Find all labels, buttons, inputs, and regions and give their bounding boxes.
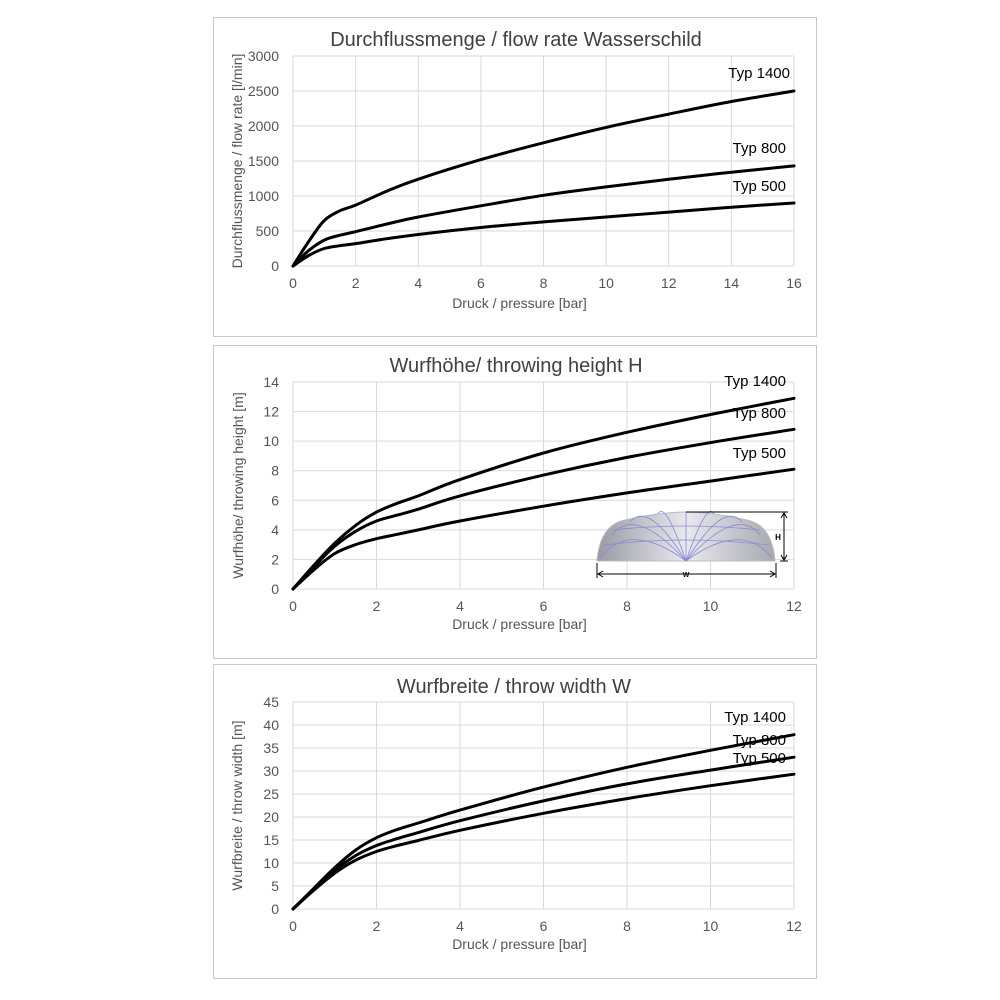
x-tick-label: 14 bbox=[724, 275, 740, 291]
x-tick-label: 2 bbox=[373, 598, 381, 614]
y-tick-label: 30 bbox=[263, 763, 279, 779]
series-label-typ-500: Typ 500 bbox=[733, 750, 786, 767]
chart-title: Wurfhöhe/ throwing height H bbox=[389, 355, 642, 377]
y-tick-label: 8 bbox=[271, 463, 279, 479]
y-tick-label: 2 bbox=[271, 551, 279, 567]
series-line-typ-800 bbox=[291, 427, 796, 591]
y-tick-label: 3000 bbox=[248, 48, 279, 64]
x-tick-label: 12 bbox=[661, 275, 677, 291]
y-axis-label: Durchflussmenge / flow rate [l/min] bbox=[229, 54, 245, 269]
flow-rate-chart: 0 2 4 6 8 10 12 14 16050010001500200025003000Dur… bbox=[229, 29, 802, 311]
x-tick-label: 6 bbox=[477, 275, 485, 291]
y-tick-label: 14 bbox=[263, 374, 279, 390]
y-tick-label: 0 bbox=[271, 258, 279, 274]
series-line-typ-500 bbox=[291, 772, 796, 911]
series-line-typ-800 bbox=[291, 164, 796, 268]
x-axis-label: Druck / pressure [bar] bbox=[452, 616, 587, 632]
width-dimension bbox=[596, 563, 777, 578]
x-tick-label: 12 bbox=[786, 918, 802, 934]
x-tick-label: 6 bbox=[540, 598, 548, 614]
x-tick-label: 12 bbox=[786, 598, 802, 614]
throwing-height-chart: 0 2 4 6 8 10 12 0 2 4 6 8 10 12 14 Wurfhöhe/ throwing h… bbox=[230, 355, 802, 632]
flow-rate-chart-panel bbox=[213, 17, 817, 337]
series-label-typ-800: Typ 800 bbox=[733, 405, 786, 422]
throw-width-chart: 0 2 4 6 8 10 12 0 5 10 15 20 25 30 35 40 45 Wurfbreite / … bbox=[229, 676, 802, 952]
x-tick-label: 6 bbox=[540, 918, 548, 934]
x-tick-label: 0 bbox=[289, 275, 297, 291]
chart-title: Durchflussmenge / flow rate Wasserschild bbox=[330, 29, 702, 51]
x-tick-label: 16 bbox=[786, 275, 802, 291]
y-tick-label: 0 bbox=[271, 581, 279, 597]
throwing-height-chart-panel bbox=[213, 345, 817, 659]
spray-rays bbox=[599, 511, 773, 562]
series-label-typ-1400: Typ 1400 bbox=[724, 373, 786, 390]
x-tick-label: 2 bbox=[352, 275, 360, 291]
x-tick-label: 8 bbox=[540, 275, 548, 291]
series-line-typ-1400 bbox=[291, 89, 796, 268]
series-line-typ-1400 bbox=[291, 733, 796, 911]
y-tick-label: 500 bbox=[256, 223, 280, 239]
x-tick-label: 4 bbox=[414, 275, 422, 291]
y-tick-label: 10 bbox=[263, 433, 279, 449]
y-tick-label: 35 bbox=[263, 740, 279, 756]
x-tick-label: 4 bbox=[456, 918, 464, 934]
chart-title: Wurfbreite / throw width W bbox=[397, 676, 631, 698]
series-line-typ-1400 bbox=[291, 396, 796, 591]
x-tick-label: 0 bbox=[289, 918, 297, 934]
y-tick-label: 0 bbox=[271, 901, 279, 917]
x-tick-label: 10 bbox=[703, 918, 719, 934]
series-line-typ-800 bbox=[291, 755, 796, 911]
series-line-typ-500 bbox=[291, 201, 796, 268]
y-tick-label: 25 bbox=[263, 786, 279, 802]
series-label-typ-1400: Typ 1400 bbox=[728, 65, 790, 82]
x-tick-label: 10 bbox=[598, 275, 614, 291]
height-dimension bbox=[686, 511, 788, 562]
y-axis-label: Wurfhöhe/ throwing height [m] bbox=[230, 392, 246, 579]
throw-width-chart-panel bbox=[213, 664, 817, 979]
series-label-typ-800: Typ 800 bbox=[733, 140, 786, 157]
inset-width-label: W bbox=[683, 572, 690, 579]
y-tick-label: 10 bbox=[263, 855, 279, 871]
x-tick-label: 8 bbox=[623, 918, 631, 934]
series-label-typ-500: Typ 500 bbox=[733, 445, 786, 462]
y-tick-label: 1000 bbox=[248, 188, 279, 204]
y-tick-label: 20 bbox=[263, 809, 279, 825]
inset-height-label: H bbox=[775, 533, 781, 542]
y-tick-label: 4 bbox=[271, 522, 279, 538]
y-tick-label: 40 bbox=[263, 717, 279, 733]
x-tick-label: 10 bbox=[703, 598, 719, 614]
x-tick-label: 4 bbox=[456, 598, 464, 614]
x-axis-label: Druck / pressure [bar] bbox=[452, 295, 587, 311]
x-tick-label: 0 bbox=[289, 598, 297, 614]
x-tick-label: 8 bbox=[623, 598, 631, 614]
y-tick-label: 2000 bbox=[248, 118, 279, 134]
spray-pattern-diagram: H W bbox=[596, 511, 788, 579]
series-line-typ-500 bbox=[291, 467, 796, 591]
series-label-typ-1400: Typ 1400 bbox=[724, 709, 786, 726]
y-tick-label: 45 bbox=[263, 694, 279, 710]
y-tick-label: 5 bbox=[271, 878, 279, 894]
y-tick-label: 12 bbox=[263, 404, 279, 420]
series-label-typ-800: Typ 800 bbox=[733, 732, 786, 749]
y-tick-label: 6 bbox=[271, 492, 279, 508]
y-tick-label: 1500 bbox=[248, 153, 279, 169]
y-tick-label: 2500 bbox=[248, 83, 279, 99]
y-axis-label: Wurfbreite / throw width [m] bbox=[229, 720, 245, 890]
series-label-typ-500: Typ 500 bbox=[733, 178, 786, 195]
y-tick-label: 15 bbox=[263, 832, 279, 848]
x-tick-label: 2 bbox=[373, 918, 381, 934]
x-axis-label: Druck / pressure [bar] bbox=[452, 936, 587, 952]
